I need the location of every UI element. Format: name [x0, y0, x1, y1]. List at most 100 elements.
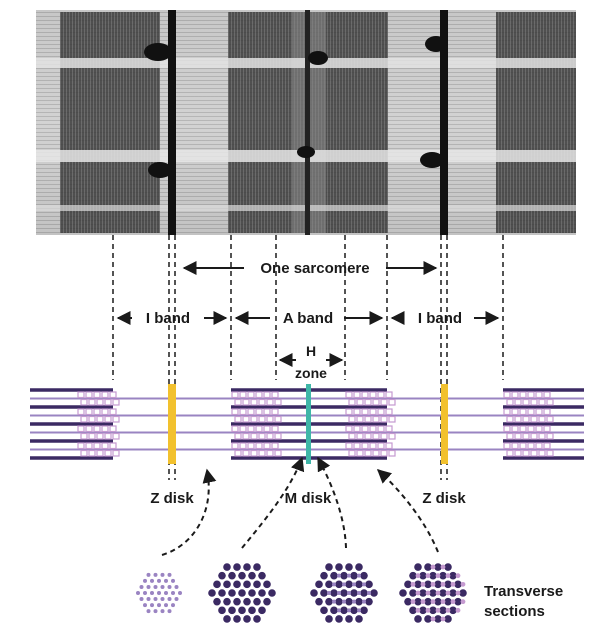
thin-filament-dot — [150, 603, 154, 608]
thick-filament-dot — [248, 589, 256, 597]
cross-bridge — [380, 398, 388, 406]
cross-bridge — [356, 398, 364, 406]
thick-filament-dot — [409, 606, 417, 615]
cross-bridge — [372, 449, 380, 457]
thick-filament-dot — [223, 615, 231, 623]
thin-filament-dot — [455, 607, 461, 613]
thin-filament-dot — [347, 573, 351, 578]
thick-filament-dot — [419, 571, 427, 580]
cross-bridge — [543, 442, 551, 450]
thin-filament-dot — [174, 584, 179, 589]
cross-bridge — [369, 408, 377, 416]
cross-bridge — [77, 408, 85, 416]
thick-filament-dot — [414, 580, 422, 589]
cross-bridge — [369, 391, 377, 399]
cross-bridge — [109, 391, 117, 399]
thin-filament-dot — [440, 564, 446, 570]
cross-bridge — [88, 449, 96, 457]
electron-micrograph — [36, 10, 576, 235]
cross-bridge — [522, 432, 530, 440]
thin-filament-dot — [164, 578, 168, 583]
thin-filament-dot — [146, 597, 151, 602]
cross-bridge — [388, 432, 396, 440]
cross-bridge — [231, 425, 239, 433]
thin-filament-dot — [164, 591, 168, 595]
cross-bridge — [239, 408, 247, 416]
cross-bridge — [80, 398, 88, 406]
thick-filament-dot — [454, 597, 462, 606]
thick-filament-dot — [414, 563, 422, 571]
thick-filament-dot — [454, 580, 462, 589]
thick-filament-dot — [350, 606, 358, 615]
thin-filament-dot — [440, 581, 446, 587]
cross-bridge — [263, 425, 271, 433]
thin-filament-dot — [167, 584, 172, 589]
thick-filament-dot — [268, 589, 276, 597]
cross-bridge — [546, 415, 554, 423]
thick-filament-dot — [315, 597, 323, 606]
thick-filament-dot — [444, 563, 452, 571]
thin-filament-dot — [367, 591, 371, 595]
cross-bridge — [380, 432, 388, 440]
cross-bridge — [361, 425, 369, 433]
cross-bridge — [88, 398, 96, 406]
cross-bridge — [506, 415, 514, 423]
thick-filament-dot — [360, 606, 368, 615]
cross-bridge — [112, 398, 120, 406]
cross-bridge — [377, 408, 385, 416]
cross-bridge — [385, 442, 393, 450]
cross-bridge — [250, 415, 258, 423]
thin-filament-dot — [146, 572, 151, 577]
thick-filament-dot — [365, 597, 373, 606]
thick-filament-dot — [335, 563, 343, 571]
cross-bridge — [271, 442, 279, 450]
thin-filament-dot — [440, 599, 446, 605]
thin-filament-dot — [167, 597, 172, 602]
cross-bridge — [380, 415, 388, 423]
cross-bridge — [345, 425, 353, 433]
cross-bridge — [93, 391, 101, 399]
thick-filament-dot — [243, 563, 251, 571]
thick-filament-dot — [243, 580, 251, 589]
cross-bridge — [514, 432, 522, 440]
thick-filament-dot — [243, 615, 251, 623]
thick-filament-dot — [399, 589, 407, 597]
thick-filament-dot — [429, 571, 437, 580]
cross-bridge — [234, 415, 242, 423]
thin-filament-dot — [347, 591, 351, 595]
thin-filament-dot — [435, 607, 441, 613]
thin-filament-dot — [136, 591, 140, 595]
cross-bridge — [356, 415, 364, 423]
cross-bridge — [364, 398, 372, 406]
thin-filament-dot — [139, 584, 144, 589]
thick-filament-dot — [439, 606, 447, 615]
guide-lines — [112, 235, 504, 480]
cross-bridge — [377, 391, 385, 399]
thick-filament-dot — [228, 571, 236, 580]
cross-bridge — [274, 449, 282, 457]
cross-bridge — [519, 425, 527, 433]
cross-bridge — [231, 408, 239, 416]
thick-filament-dot — [419, 589, 427, 597]
thin-filament-dot — [146, 609, 151, 614]
cross-bridge — [519, 391, 527, 399]
cross-bridge — [255, 408, 263, 416]
thin-filament-dot — [153, 597, 158, 602]
thin-filament-dot — [332, 582, 336, 587]
cross-bridge — [109, 425, 117, 433]
thin-filament-dot — [347, 608, 351, 613]
thick-filament-dot — [449, 589, 457, 597]
thin-filament-dot — [167, 572, 172, 577]
cross-bridge — [372, 398, 380, 406]
thin-filament-dot — [342, 599, 346, 604]
thick-filament-dot — [325, 563, 333, 571]
thin-filament-dot — [352, 599, 356, 604]
thick-filament-dot — [218, 571, 226, 580]
thick-filament-dot — [360, 571, 368, 580]
cross-bridge — [364, 432, 372, 440]
cross-bridge — [85, 442, 93, 450]
thick-filament-dot — [320, 571, 328, 580]
cross-bridge — [247, 442, 255, 450]
thick-filament-dot — [258, 571, 266, 580]
thin-filament-dot — [160, 609, 165, 614]
